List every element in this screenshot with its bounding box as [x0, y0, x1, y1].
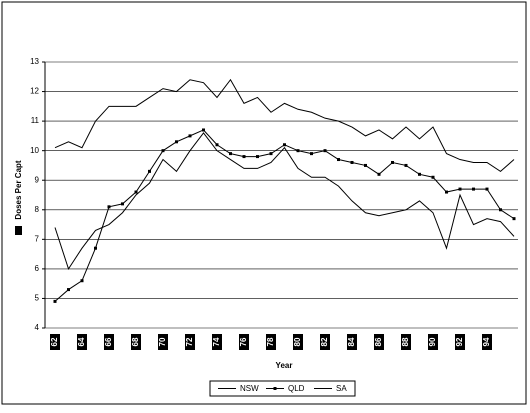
- x-tick-box: [455, 334, 465, 350]
- x-tick-label: 90: [428, 337, 437, 346]
- series-line: [54, 132, 515, 271]
- point-marker: [67, 288, 70, 292]
- x-tick-label: 84: [347, 337, 356, 346]
- point-marker: [404, 163, 408, 167]
- ylabel-marker: [15, 226, 22, 235]
- point-marker: [283, 143, 286, 147]
- point-marker: [364, 163, 367, 167]
- point-marker: [215, 143, 219, 147]
- point-marker: [202, 128, 205, 132]
- y-tick-label: 10: [30, 146, 39, 155]
- y-tick-label: 12: [30, 87, 39, 96]
- point-marker: [512, 217, 516, 221]
- x-tick-box: [185, 334, 195, 350]
- x-tick-box: [374, 334, 384, 350]
- point-marker: [188, 134, 192, 138]
- x-tick-box: [266, 334, 276, 350]
- point-marker: [94, 246, 97, 250]
- x-tick-label: 74: [212, 337, 221, 346]
- x-tick-box: [77, 334, 87, 350]
- point-marker: [418, 172, 421, 176]
- y-tick-label: 13: [30, 57, 39, 66]
- point-marker: [499, 208, 502, 212]
- x-tick-label: 86: [374, 337, 383, 346]
- point-marker: [242, 155, 246, 159]
- point-marker: [256, 155, 259, 159]
- x-tick-label: 82: [320, 337, 329, 346]
- point-marker: [485, 187, 489, 191]
- point-marker: [337, 158, 340, 162]
- x-tick-label: 64: [77, 337, 86, 346]
- x-tick-label: 92: [455, 337, 464, 346]
- x-tick-box: [239, 334, 249, 350]
- point-marker: [323, 149, 327, 153]
- x-tick-box: [50, 334, 60, 350]
- series-line: [54, 78, 515, 172]
- x-tick-box: [482, 334, 492, 350]
- chart-frame: [1, 1, 527, 405]
- x-tick-box: [428, 334, 438, 350]
- x-tick-box: [104, 334, 114, 350]
- x-tick-label: 94: [482, 337, 491, 346]
- legend-marker: [273, 387, 277, 390]
- point-marker: [161, 149, 165, 153]
- x-tick-label: 76: [239, 337, 248, 346]
- legend-label: SA: [336, 384, 347, 393]
- y-tick-label: 4: [35, 323, 40, 332]
- point-marker: [107, 205, 111, 209]
- x-tick-box: [293, 334, 303, 350]
- point-marker: [121, 202, 124, 206]
- y-axis-label: Doses Per Capt: [14, 160, 23, 219]
- y-tick-label: 7: [35, 234, 40, 243]
- y-tick-label: 6: [35, 264, 40, 273]
- x-tick-box: [158, 334, 168, 350]
- x-tick-box: [347, 334, 357, 350]
- point-marker: [229, 152, 232, 156]
- x-tick-label: 78: [266, 337, 275, 346]
- point-marker: [80, 279, 84, 283]
- point-marker: [148, 169, 151, 173]
- point-marker: [377, 172, 381, 176]
- point-marker: [310, 152, 313, 156]
- y-tick-label: 5: [35, 294, 40, 303]
- y-tick-label: 8: [35, 205, 40, 214]
- x-tick-label: 72: [185, 337, 194, 346]
- point-marker: [472, 187, 475, 191]
- x-tick-label: 70: [158, 337, 167, 346]
- x-axis-label: Year: [276, 361, 293, 370]
- legend-label: NSW: [240, 384, 259, 393]
- point-marker: [445, 190, 448, 194]
- y-tick-label: 11: [31, 116, 40, 125]
- point-marker: [134, 190, 138, 194]
- point-marker: [269, 152, 273, 156]
- point-marker: [458, 187, 462, 191]
- x-tick-label: 62: [50, 337, 59, 346]
- point-marker: [431, 175, 435, 179]
- y-tick-label: 9: [35, 175, 40, 184]
- x-tick-label: 68: [131, 337, 140, 346]
- x-tick-box: [320, 334, 330, 350]
- x-tick-box: [212, 334, 222, 350]
- point-marker: [175, 140, 178, 144]
- point-marker: [53, 299, 57, 303]
- x-tick-box: [131, 334, 141, 350]
- x-tick-label: 88: [401, 337, 410, 346]
- point-marker: [296, 149, 300, 153]
- legend-label: QLD: [288, 384, 305, 393]
- point-marker: [391, 160, 394, 164]
- point-marker: [350, 160, 354, 164]
- x-tick-label: 80: [293, 337, 302, 346]
- x-tick-box: [401, 334, 411, 350]
- x-tick-label: 66: [104, 337, 113, 346]
